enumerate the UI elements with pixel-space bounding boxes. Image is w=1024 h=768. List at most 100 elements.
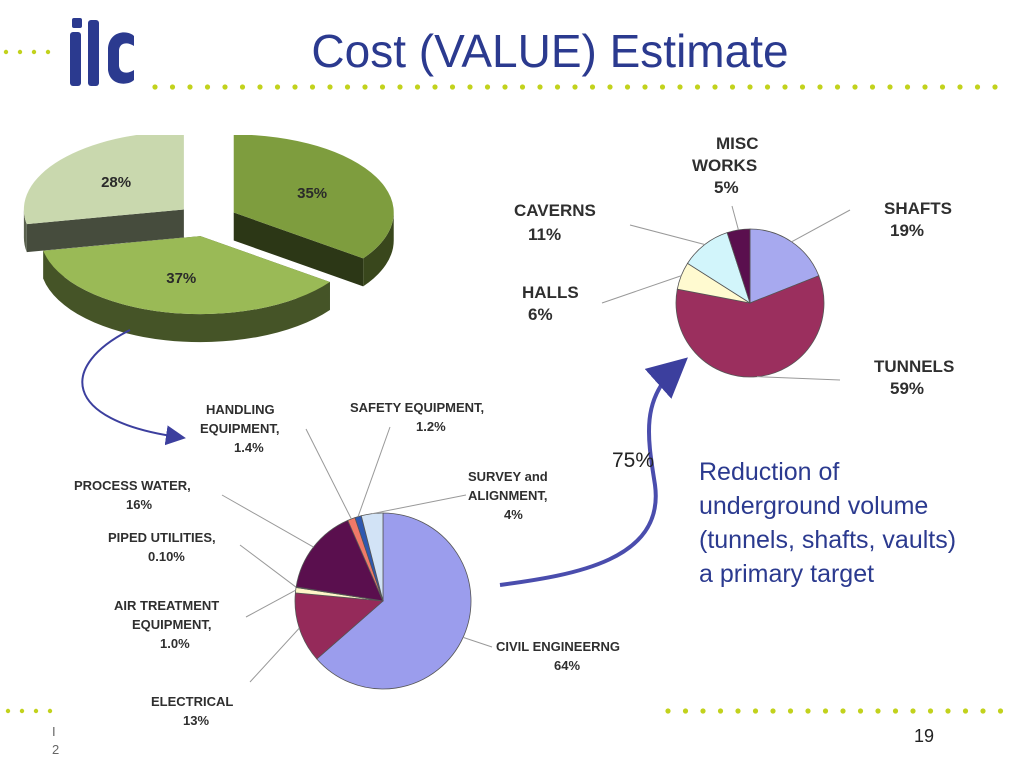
arrow-3d-to-breakdown — [81, 329, 186, 446]
decor-dot — [47, 708, 53, 714]
decor-dot — [624, 84, 631, 90]
decor-dot — [379, 84, 386, 90]
breakdown-slice-safety-equipment: SAFETY EQUIPMENT, 1.2% — [350, 400, 484, 602]
pie3d-slice-37: 37% — [43, 236, 330, 343]
footer-fragment: 2 — [52, 742, 60, 757]
decor-dot — [659, 84, 666, 90]
decor-dot — [945, 708, 951, 714]
note-line: underground volume — [699, 492, 929, 520]
decor-dot — [682, 708, 689, 714]
slice-label: SURVEY and ALIGNMENT, 4% — [468, 469, 548, 522]
reduction-note: Reduction of underground volume (tunnels… — [699, 455, 1009, 591]
note-line: (tunnels, shafts, vaults) — [699, 526, 957, 554]
decor-dot — [817, 84, 823, 90]
slice-label: MISC WORKS 5% — [692, 134, 759, 197]
decor-dot — [957, 84, 963, 90]
decor-dot — [397, 84, 403, 90]
decor-dot — [857, 708, 864, 714]
breakdown-slice-process-water: PROCESS WATER, 16% — [74, 478, 384, 602]
decor-dot — [607, 84, 613, 90]
decor-dot — [187, 84, 193, 90]
pie-chart-underground: SHAFTS 19% TUNNELS 59% HALLS 6% CAVERNS 11% MISC… — [514, 134, 954, 398]
slice-label: ELECTRICAL 13% — [151, 694, 233, 728]
breakdown-slice-electrical: ELECTRICAL 13% — [151, 592, 384, 728]
decor-dot — [449, 84, 456, 90]
leader-line — [601, 275, 682, 304]
leader-line — [791, 209, 851, 243]
decor-dot — [519, 84, 526, 90]
slice-label: SAFETY EQUIPMENT, 1.2% — [350, 400, 484, 434]
leader-line — [245, 589, 296, 618]
decor-dot — [694, 84, 701, 90]
decor-dot — [997, 708, 1004, 714]
decor-dot — [19, 708, 25, 714]
breakdown-slice-handling-equipment: HANDLING EQUIPMENT, 1.4% — [200, 402, 384, 602]
slice-label: HALLS 6% — [522, 283, 579, 324]
decor-dot — [992, 84, 998, 90]
decor-dot — [327, 84, 333, 90]
ilc-logo — [70, 18, 134, 86]
decor-dot — [700, 708, 706, 714]
decor-dot — [665, 708, 671, 714]
leader-line — [371, 494, 467, 515]
reduction-percent: 75% — [612, 449, 655, 472]
decor-dot — [274, 84, 281, 90]
decor-dot — [805, 708, 811, 714]
decor-dot — [362, 84, 368, 90]
pie-chart-3d: 28% 35% 37% — [23, 135, 394, 343]
decor-dot — [554, 84, 561, 90]
decor-dot — [572, 84, 578, 90]
pie3d-slice-28: 28% — [23, 135, 184, 253]
decor-dot — [962, 708, 969, 714]
pie3d-data-label: 35% — [297, 185, 327, 202]
decor-dot — [717, 708, 724, 714]
underground-slice-shafts: SHAFTS 19% — [749, 199, 952, 304]
breakdown-slice-air-treatment-equipment: AIR TREATMENT EQUIPMENT, 1.0% — [114, 587, 384, 651]
decor-dot — [770, 708, 776, 714]
decor-dot — [822, 708, 829, 714]
decor-dot — [309, 84, 316, 90]
decor-dot — [927, 708, 934, 714]
pie3d-data-label: 37% — [166, 270, 196, 287]
leader-line — [629, 224, 705, 246]
breakdown-slice-civil-engineerng: CIVIL ENGINEERNG 64% — [316, 512, 620, 690]
decor-dot — [484, 84, 491, 90]
slice-label: TUNNELS 59% — [874, 357, 954, 398]
page-number: 19 — [914, 726, 935, 746]
pie-chart-breakdown: CIVIL ENGINEERNG 64% ELECTRICAL 13% AIR TREA… — [74, 400, 620, 728]
decor-dot — [31, 49, 37, 55]
slice-label: SHAFTS 19% — [884, 199, 952, 240]
decor-dot — [782, 84, 788, 90]
decor-dot — [169, 84, 176, 90]
decor-dot — [642, 84, 648, 90]
note-line: a primary target — [699, 560, 875, 588]
underground-slice-halls: HALLS 6% — [522, 262, 751, 324]
leader-line — [239, 544, 297, 588]
decor-dot — [869, 84, 876, 90]
decor-dot — [3, 49, 9, 55]
decor-dot — [414, 84, 421, 90]
decor-dot — [239, 84, 246, 90]
decor-dot — [974, 84, 981, 90]
decor-dot — [17, 49, 23, 55]
slice-label: CAVERNS 11% — [514, 201, 596, 244]
decor-dot — [152, 84, 158, 90]
note-line: Reduction of — [699, 458, 840, 486]
decor-dot — [834, 84, 841, 90]
decor-dot — [344, 84, 351, 90]
decor-dot — [292, 84, 298, 90]
decor-dot — [502, 84, 508, 90]
decor-dot — [764, 84, 771, 90]
slice-label: PIPED UTILITIES, 0.10% — [108, 530, 216, 564]
decor-dot — [677, 84, 683, 90]
decor-dot — [852, 84, 858, 90]
decor-dot — [204, 84, 211, 90]
leader-line — [357, 426, 391, 517]
leader-line — [731, 205, 739, 231]
pie3d-slice-35: 35% — [233, 135, 394, 287]
decor-dot — [892, 708, 899, 714]
decor-dot — [747, 84, 753, 90]
decor-dot — [589, 84, 596, 90]
